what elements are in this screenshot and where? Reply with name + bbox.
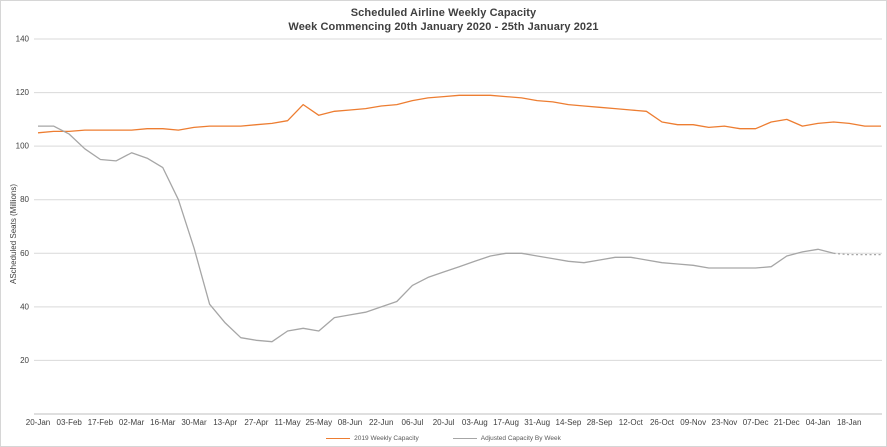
y-tick-label: 60 (20, 249, 29, 258)
series-line-adjusted-capacity-by-week-projected-dotted (833, 252, 881, 256)
x-tick-label: 02-Mar (119, 418, 145, 427)
x-tick-label: 18-Jan (837, 418, 861, 427)
x-tick-label: 08-Jun (338, 418, 362, 427)
x-tick-label: 03-Feb (57, 418, 83, 427)
x-tick-label: 25-May (305, 418, 332, 427)
x-tick-label: 04-Jan (806, 418, 830, 427)
series-line-2019-weekly-capacity (37, 94, 881, 134)
chart-legend: 2019 Weekly Capacity Adjusted Capacity B… (1, 435, 886, 442)
x-tick-label: 11-May (275, 418, 301, 427)
x-tick-label: 28-Sep (587, 418, 613, 427)
y-axis-title: AScheduled Seats (Millions) (9, 183, 18, 284)
x-tick-label: 07-Dec (743, 418, 769, 427)
x-tick-label: 16-Mar (150, 418, 176, 427)
y-tick-label: 120 (16, 88, 30, 97)
legend-label: 2019 Weekly Capacity (354, 435, 419, 442)
legend-line-sample-gray (452, 438, 477, 439)
legend-line-sample-orange (326, 438, 351, 439)
y-tick-label: 20 (20, 356, 29, 365)
x-tick-label: 17-Aug (493, 418, 519, 427)
y-tick-label: 40 (20, 302, 29, 311)
x-tick-label: 09-Nov (680, 418, 706, 427)
x-tick-label: 17-Feb (88, 418, 114, 427)
chart-subtitle: Week Commencing 20th January 2020 - 25th… (288, 21, 599, 33)
x-tick-label: 27-Apr (244, 418, 268, 427)
y-tick-label: 100 (16, 142, 30, 151)
x-tick-label: 20-Jan (26, 418, 50, 427)
x-tick-label: 23-Nov (712, 418, 738, 427)
legend-item-adjusted-capacity-by-week: Adjusted Capacity By Week (452, 435, 561, 442)
x-tick-label: 30-Mar (181, 418, 207, 427)
legend-item-2019-weekly-capacity: 2019 Weekly Capacity (326, 435, 419, 442)
x-tick-label: 26-Oct (650, 418, 675, 427)
y-tick-label: 80 (20, 195, 29, 204)
x-tick-label: 20-Jul (433, 418, 455, 427)
x-tick-label: 22-Jun (369, 418, 393, 427)
x-tick-label: 12-Oct (619, 418, 644, 427)
x-tick-label: 03-Aug (462, 418, 488, 427)
x-tick-label: 14-Sep (556, 418, 582, 427)
x-tick-label: 31-Aug (524, 418, 550, 427)
chart-title: Scheduled Airline Weekly Capacity (350, 7, 537, 19)
y-tick-label: 140 (16, 35, 30, 44)
x-tick-label: 06-Jul (402, 418, 424, 427)
x-tick-label: 21-Dec (774, 418, 800, 427)
legend-label: Adjusted Capacity By Week (480, 435, 561, 442)
series-line-adjusted-capacity-by-week (38, 125, 834, 343)
x-tick-label: 13-Apr (213, 418, 237, 427)
